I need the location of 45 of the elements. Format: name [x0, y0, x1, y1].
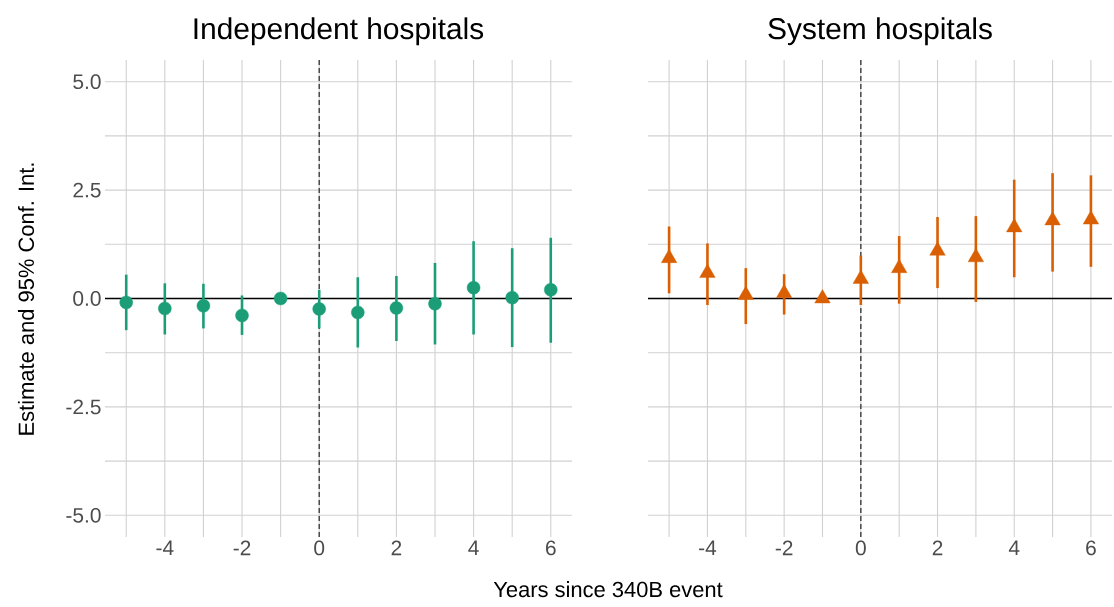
point: [737, 285, 754, 300]
x-tick-label: 2: [391, 540, 402, 556]
x-tick-label: -4: [699, 540, 717, 555]
point: [1082, 210, 1099, 225]
y-tick-label: -5.0: [66, 507, 101, 523]
point: [776, 284, 793, 298]
x-tick-label: -4: [156, 540, 174, 555]
point: [389, 301, 404, 315]
point: [967, 248, 984, 262]
point: [312, 302, 326, 316]
point: [929, 241, 946, 256]
point: [1044, 211, 1061, 226]
x-tick-label: 4: [1008, 540, 1020, 555]
y-axis-title: Estimate and 95% Conf. Int.: [17, 163, 35, 435]
y-tick-label: 5.0: [73, 74, 101, 90]
x-tick-label: 4: [468, 540, 479, 555]
point: [814, 289, 831, 304]
point: [852, 269, 869, 284]
point: [428, 297, 442, 311]
point: [661, 248, 678, 263]
x-tick-label: 0: [314, 540, 325, 556]
y-tick-label: 0.0: [73, 291, 101, 306]
chart-title: Independent hospitals: [194, 17, 484, 46]
point: [891, 258, 908, 273]
x-axis-title: Years since 340B event: [493, 581, 723, 598]
point: [351, 305, 365, 320]
point: [544, 283, 558, 297]
point: [505, 290, 519, 305]
point: [196, 299, 211, 313]
point: [158, 301, 172, 316]
point: [119, 295, 133, 310]
point: [466, 280, 481, 295]
x-tick-label: 0: [855, 540, 866, 556]
point: [699, 263, 716, 278]
chart-title: System hospitals: [768, 17, 992, 46]
point: [1006, 218, 1023, 233]
x-tick-label: -2: [775, 540, 793, 556]
point: [273, 291, 288, 306]
x-tick-label: 6: [1086, 540, 1096, 556]
x-tick-label: -2: [233, 540, 251, 556]
point: [235, 308, 249, 323]
x-tick-label: 6: [546, 540, 556, 556]
x-tick-label: 2: [932, 540, 943, 556]
y-tick-label: -2.5: [66, 399, 101, 415]
y-tick-label: 2.5: [73, 182, 101, 198]
